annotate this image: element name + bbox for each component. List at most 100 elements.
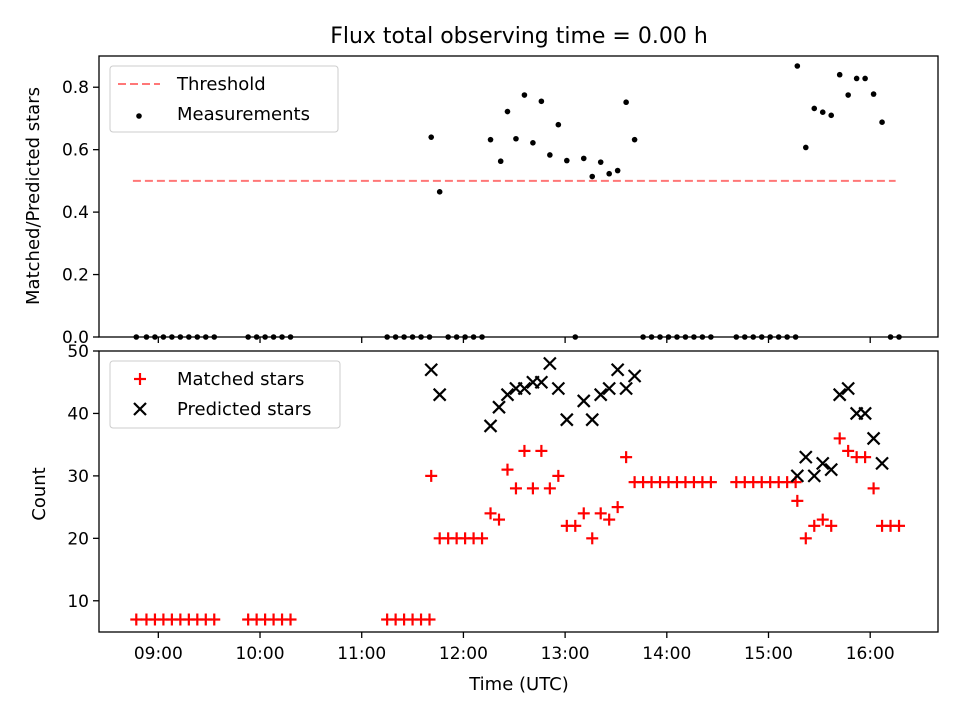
measurement-point xyxy=(152,334,158,340)
measurement-point xyxy=(597,159,604,165)
measurement-point xyxy=(287,334,294,340)
predicted-star-stroke-b xyxy=(424,362,438,377)
measurement-point xyxy=(202,334,209,340)
predicted-star-point xyxy=(534,375,549,390)
bottom-y-tick-label: 40 xyxy=(67,404,89,424)
measurement-point xyxy=(819,109,826,115)
measurement-point xyxy=(811,105,818,112)
predicted-star-stroke-b xyxy=(534,375,549,390)
measurement-point xyxy=(426,334,433,340)
measurement-point xyxy=(828,112,835,119)
bottom-y-tick-label: 50 xyxy=(67,342,89,362)
top-y-axis-label: Matched/Predicted stars xyxy=(23,87,44,305)
bottom-y-ticks: 10 20 30 40 50 xyxy=(67,342,99,612)
measurement-point xyxy=(418,334,424,340)
predicted-star-point xyxy=(610,362,625,377)
measurement-point xyxy=(896,334,902,340)
x-tick-label: 14:00 xyxy=(642,644,691,664)
predicted-star-point xyxy=(483,419,498,433)
matched-star-point xyxy=(833,432,846,445)
measurement-point xyxy=(794,63,801,69)
matched-star-point xyxy=(569,519,582,532)
measurement-point xyxy=(262,334,268,340)
matched-star-point xyxy=(867,482,880,495)
matched-star-point xyxy=(704,476,717,489)
measurement-point xyxy=(497,158,504,165)
matched-star-point xyxy=(586,532,599,545)
top-x-tick-marks xyxy=(157,337,871,343)
predicted-star-stroke-b xyxy=(858,406,872,421)
matched-star-point xyxy=(476,532,489,545)
predicted-star-point xyxy=(807,469,822,483)
predicted-star-point xyxy=(875,456,889,471)
matched-star-point xyxy=(484,507,497,520)
bottom-legend: Matched stars Predicted stars xyxy=(109,360,341,429)
measurement-point xyxy=(862,75,868,82)
measurement-point xyxy=(401,334,407,340)
top-legend: Threshold Measurements xyxy=(109,65,339,133)
predicted-star-point xyxy=(619,381,633,396)
top-plot-area xyxy=(98,55,939,338)
predicted-star-stroke-b xyxy=(619,381,633,396)
measurement-point xyxy=(538,98,545,105)
top-y-ticks: 0.0 0.2 0.4 0.6 0.8 xyxy=(62,78,99,348)
predicted-star-point xyxy=(500,387,515,402)
x-tick-label: 15:00 xyxy=(744,644,793,664)
x-tick-label: 10:00 xyxy=(236,644,285,664)
measurement-point xyxy=(623,99,629,106)
predicted-star-point xyxy=(424,362,438,377)
measurement-point xyxy=(631,136,638,143)
predicted-star-point xyxy=(517,381,532,396)
predicted-star-stroke-b xyxy=(551,381,566,396)
measurement-point xyxy=(392,334,399,340)
measurement-point xyxy=(758,334,765,340)
measurement-point xyxy=(741,334,748,340)
measurement-point xyxy=(674,334,680,340)
predicted-star-stroke-b xyxy=(500,387,515,402)
predicted-star-point xyxy=(602,381,616,396)
measurement-point xyxy=(445,334,451,340)
measurement-point xyxy=(879,119,885,125)
predicted-star-point xyxy=(790,469,805,483)
predicted-star-point xyxy=(492,400,506,414)
measurement-point xyxy=(870,91,877,97)
measurement-point xyxy=(177,334,184,340)
matched-star-point xyxy=(603,513,616,526)
predicted-star-point xyxy=(432,387,447,402)
matched-star-point xyxy=(509,482,522,495)
top-panel: Matched/Predicted stars 0.00.20.40.60.8 … xyxy=(23,55,939,348)
predicted-star-point xyxy=(551,381,566,396)
matched-star-point xyxy=(552,469,565,482)
bottom-y-axis-label: Count xyxy=(29,467,50,520)
predicted-stars-points xyxy=(424,356,889,483)
predicted-star-point xyxy=(832,387,847,402)
measurement-point xyxy=(436,189,443,195)
measurement-point xyxy=(792,334,799,340)
measurement-point xyxy=(521,92,528,98)
predicted-star-stroke-b xyxy=(627,369,642,383)
top-legend-box xyxy=(109,65,339,133)
x-axis-label: Time (UTC) xyxy=(468,674,569,695)
legend-predicted-swatch xyxy=(133,402,147,416)
measurement-point xyxy=(133,334,140,340)
top-y-tick-label: 0.0 xyxy=(62,328,89,348)
matched-star-point xyxy=(893,519,906,532)
matched-star-point xyxy=(543,482,556,495)
predicted-star-stroke-b xyxy=(517,381,532,396)
predicted-star-point xyxy=(799,450,813,464)
matched-stars-points xyxy=(130,432,906,626)
predicted-star-stroke-b xyxy=(824,462,838,477)
measurement-point xyxy=(648,334,655,340)
measurement-point xyxy=(699,334,706,340)
predicted-star-stroke-b xyxy=(483,419,498,433)
bottom-legend-box xyxy=(109,360,341,429)
legend-predicted-label: Predicted stars xyxy=(177,399,311,420)
predicted-star-point xyxy=(841,381,855,396)
measurement-point xyxy=(245,334,251,340)
matched-star-point xyxy=(620,451,633,464)
measurement-point xyxy=(555,121,562,128)
matched-star-point xyxy=(130,613,143,626)
legend-threshold-label: Threshold xyxy=(176,74,266,95)
matched-star-point xyxy=(594,507,607,520)
measurement-point xyxy=(453,334,460,340)
